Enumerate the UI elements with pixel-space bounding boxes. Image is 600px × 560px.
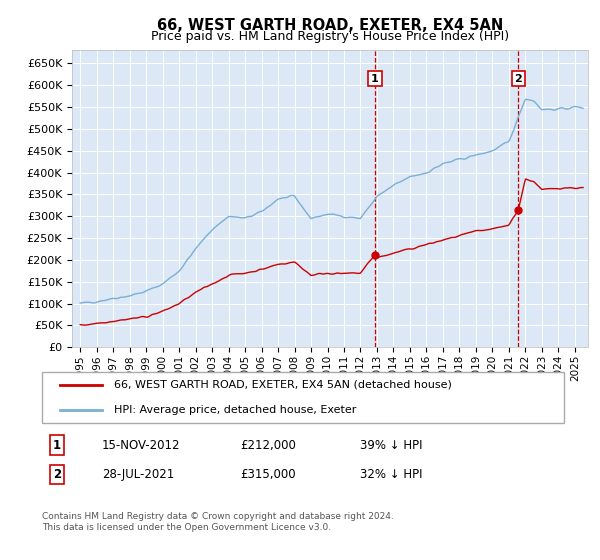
Text: £212,000: £212,000	[240, 438, 296, 452]
Text: 28-JUL-2021: 28-JUL-2021	[102, 468, 174, 481]
Text: 66, WEST GARTH ROAD, EXETER, EX4 5AN: 66, WEST GARTH ROAD, EXETER, EX4 5AN	[157, 18, 503, 32]
Text: 15-NOV-2012: 15-NOV-2012	[102, 438, 181, 452]
Text: £315,000: £315,000	[240, 468, 296, 481]
Text: Price paid vs. HM Land Registry's House Price Index (HPI): Price paid vs. HM Land Registry's House …	[151, 30, 509, 43]
Text: Contains HM Land Registry data © Crown copyright and database right 2024.
This d: Contains HM Land Registry data © Crown c…	[42, 512, 394, 532]
Text: 1: 1	[371, 73, 379, 83]
Text: 32% ↓ HPI: 32% ↓ HPI	[360, 468, 422, 481]
Text: 66, WEST GARTH ROAD, EXETER, EX4 5AN (detached house): 66, WEST GARTH ROAD, EXETER, EX4 5AN (de…	[114, 380, 452, 390]
Text: 2: 2	[514, 73, 522, 83]
Text: 1: 1	[53, 438, 61, 452]
Text: 39% ↓ HPI: 39% ↓ HPI	[360, 438, 422, 452]
Text: 2: 2	[53, 468, 61, 481]
Text: HPI: Average price, detached house, Exeter: HPI: Average price, detached house, Exet…	[114, 405, 356, 416]
